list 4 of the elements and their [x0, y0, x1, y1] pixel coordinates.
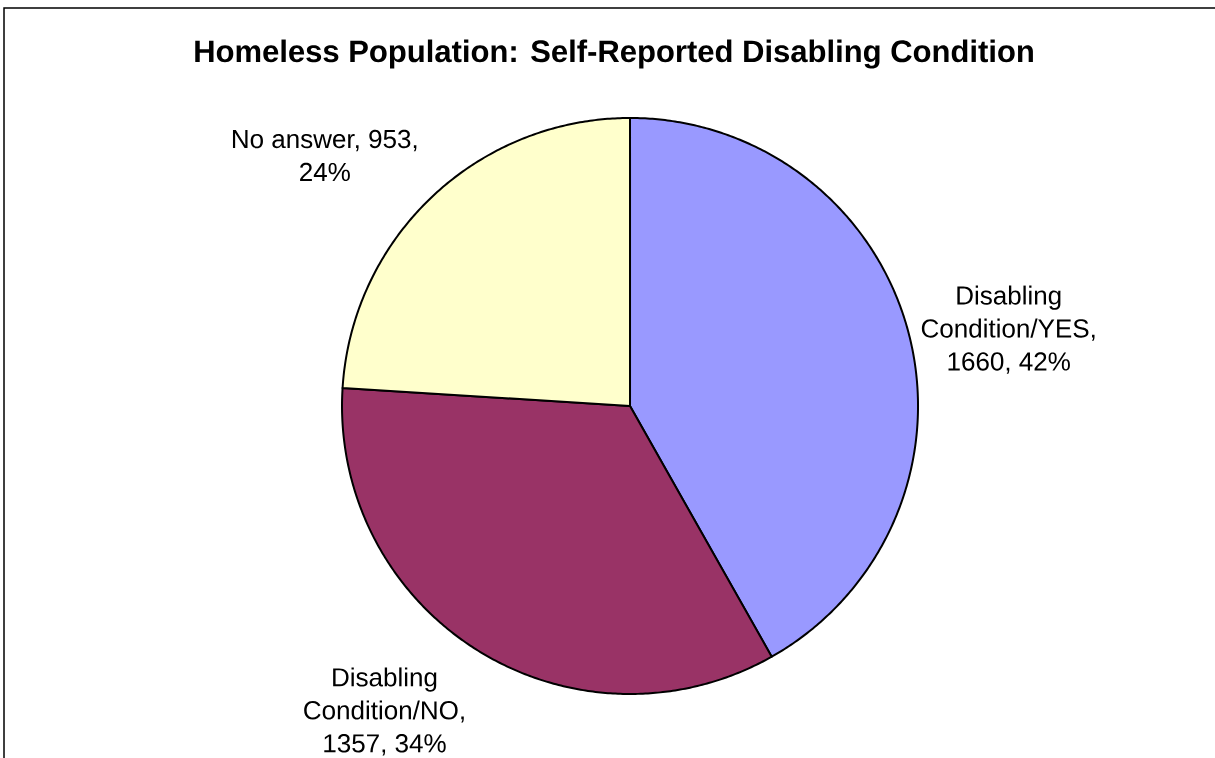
data-label: Disabling Condition/NO, 1357, 34% — [304, 667, 464, 756]
chart-title: Homeless Population: Self-Reported Disabling Condition — [195, 39, 1033, 69]
data-label: No answer, 953, 24% — [232, 129, 417, 182]
data-label: Disabling Condition/YES, 1660, 42% — [921, 285, 1095, 374]
